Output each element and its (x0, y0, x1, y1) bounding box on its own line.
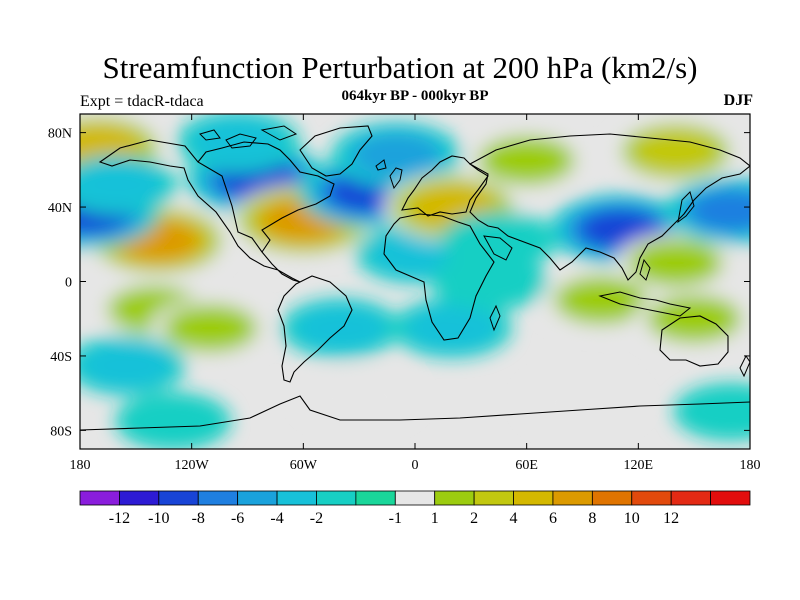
colorbar: -12 -10 -8 -6 -4 -2 -1 1 2 4 6 8 10 12 (79, 490, 751, 527)
colorbar-swatch-9 (434, 490, 475, 506)
x-tick-label-5: 120E (624, 458, 654, 473)
colorbar-swatch-4 (237, 490, 278, 506)
contour-high-24-level-1 (647, 295, 742, 343)
colorbar-label-5: -2 (310, 510, 323, 527)
contour-low-5-level-1 (190, 117, 287, 166)
contour-low-3-level-1 (80, 161, 165, 209)
x-tick-label-3: 0 (412, 458, 419, 473)
colorbar-label-6: -1 (389, 510, 402, 527)
contour-high-25-level-0 (301, 367, 418, 426)
colorbar-label-12: 10 (624, 510, 640, 527)
contour-low-8-level-2 (352, 133, 441, 177)
colorbar-label-8: 2 (470, 510, 478, 527)
y-tick-label-2: 0 (65, 276, 72, 291)
colorbar-swatch-5 (276, 490, 317, 506)
colorbar-label-4: -4 (270, 510, 283, 527)
contour-high-18-level-1 (163, 304, 258, 352)
contour-low-22-level-0 (431, 252, 548, 311)
y-tick-label-3: 40S (50, 350, 72, 365)
contour-low-19-level-1 (80, 341, 174, 389)
contour-low-20-level-1 (293, 304, 388, 352)
contour-high-23-level-1 (554, 276, 649, 324)
contour-high-11-level-1 (478, 136, 575, 185)
x-tick-label-6: 180 (740, 458, 761, 473)
colorbar-label-11: 8 (588, 510, 596, 527)
colorbar-swatch-12 (552, 490, 593, 506)
colorbar-swatch-2 (158, 490, 199, 506)
chart-subtitle: 064kyr BP - 000kyr BP (341, 88, 489, 104)
colorbar-swatch-15 (670, 490, 711, 506)
contour-low-16-level-3 (690, 190, 750, 232)
colorbar-swatch-0 (79, 490, 120, 506)
colorbar-swatch-16 (710, 490, 751, 506)
colorbar-swatch-8 (394, 490, 436, 506)
colorbar-swatch-7 (355, 490, 396, 506)
y-tick-label-0: 80N (48, 127, 72, 142)
contour-low-28-level-0 (673, 382, 750, 441)
x-tick-label-2: 60W (290, 458, 318, 473)
contour-field (80, 114, 750, 449)
x-tick-label-4: 60E (515, 458, 538, 473)
contour-low-9-level-1 (367, 230, 463, 278)
contour-high-26-level-0 (524, 373, 641, 432)
colorbar-swatch-11 (513, 490, 554, 506)
colorbar-swatch-14 (631, 490, 672, 506)
chart-title: Streamfunction Perturbation at 200 hPa (… (102, 50, 698, 85)
colorbar-swatch-3 (197, 490, 239, 506)
contour-high-15-level-1 (628, 239, 723, 287)
contour-high-12-level-2 (632, 129, 719, 173)
season-label: DJF (723, 92, 753, 109)
map-axes: 180 120W 60W 0 60E 120E 180 80N 40N 0 40S 80S (48, 114, 761, 473)
contour-low-21-level-1 (405, 304, 500, 352)
y-tick-label-4: 80S (50, 424, 72, 439)
colorbar-label-3: -6 (231, 510, 244, 527)
colorbar-label-9: 4 (510, 510, 518, 527)
y-tick-label-1: 40N (48, 201, 72, 216)
x-tick-label-1: 120W (175, 458, 210, 473)
colorbar-swatch-1 (119, 490, 160, 506)
colorbar-swatch-6 (316, 490, 357, 506)
contour-low-27-level-0 (115, 392, 231, 449)
colorbar-label-1: -10 (148, 510, 169, 527)
colorbar-label-13: 12 (663, 510, 679, 527)
colorbar-label-10: 6 (549, 510, 557, 527)
colorbar-swatch-13 (591, 490, 633, 506)
coastlines (80, 125, 750, 431)
x-tick-label-0: 180 (70, 458, 91, 473)
colorbar-label-7: 1 (431, 510, 439, 527)
colorbar-swatch-10 (473, 490, 514, 506)
experiment-label: Expt = tdacR-tdaca (80, 93, 204, 110)
colorbar-label-0: -12 (109, 510, 130, 527)
colorbar-label-2: -8 (192, 510, 205, 527)
